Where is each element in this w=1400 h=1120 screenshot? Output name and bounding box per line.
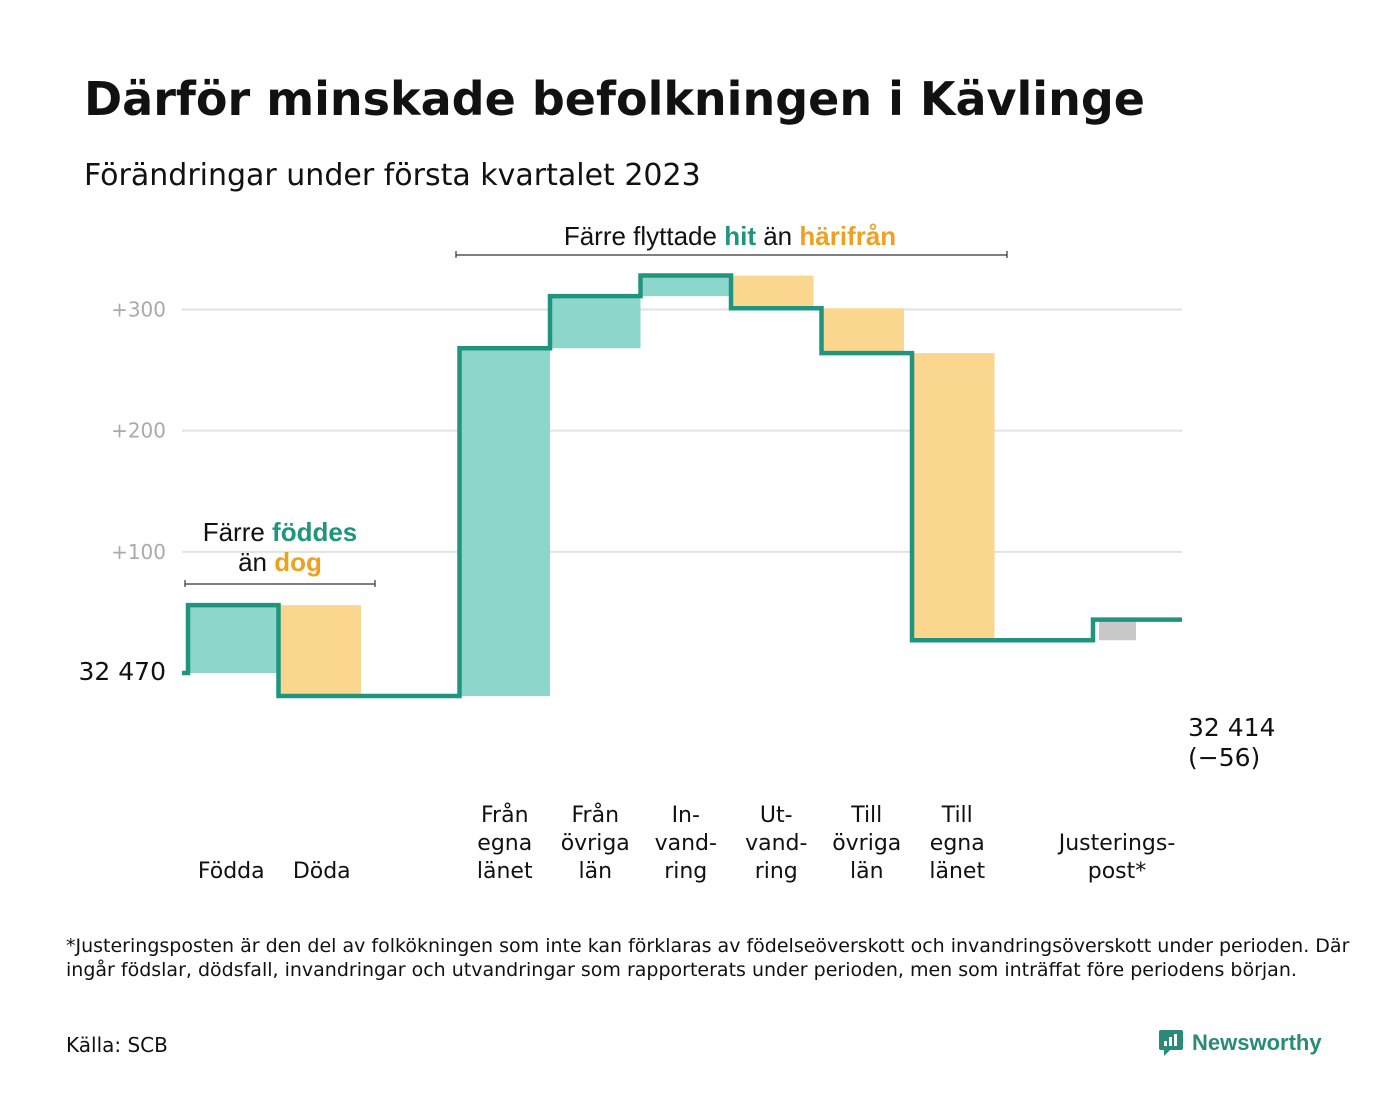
category-label: län xyxy=(578,859,612,884)
category-label: egna xyxy=(930,831,985,856)
category-label: vand- xyxy=(745,831,807,856)
bar-9 xyxy=(1099,619,1136,641)
y-tick-label: +200 xyxy=(111,419,166,443)
category-label: Till xyxy=(941,803,973,828)
source-label: Källa: SCB xyxy=(66,1033,168,1057)
category-labels: Födda Döda Från egna länet Från övriga län In-va… xyxy=(198,802,1175,884)
change-value-label: (−56) xyxy=(1188,743,1260,772)
chart-subtitle: Förändringar under första kvartalet 2023 xyxy=(84,158,701,193)
category-label: Från xyxy=(571,802,619,828)
y-tick-label: +300 xyxy=(111,297,166,321)
category-label: Från xyxy=(481,802,529,828)
y-tick-label: +100 xyxy=(111,540,166,564)
natural-highlight-born: föddes xyxy=(272,517,357,547)
end-value-label: 32 414 xyxy=(1188,713,1275,742)
brand-name: Newsworthy xyxy=(1192,1030,1322,1055)
footnote: *Justeringsposten är den del av folkökni… xyxy=(66,935,1350,981)
natural-highlight-died: dog xyxy=(274,547,322,577)
natural-text-2: än xyxy=(238,547,274,577)
migration-text-2: än xyxy=(756,221,799,251)
bar-2 xyxy=(278,605,361,697)
gridlines xyxy=(182,308,1182,553)
category-label: ring xyxy=(755,859,798,884)
migration-bracket xyxy=(455,251,1008,258)
migration-annotation-text: Färre flyttade hit än härifrån xyxy=(564,221,896,251)
y-tick-labels: +100 +200 +300 xyxy=(111,297,166,563)
category-label: post* xyxy=(1088,859,1147,884)
category-label: länet xyxy=(929,859,985,884)
category-label: In- xyxy=(672,803,700,828)
migration-text-1: Färre flyttade xyxy=(564,221,724,251)
cumulative-step-line xyxy=(182,273,1182,699)
bars xyxy=(188,275,1136,697)
chart-title: Därför minskade befolkningen i Kävlinge xyxy=(84,72,1145,126)
bar-4 xyxy=(550,296,641,349)
bar-1 xyxy=(188,605,279,673)
waterfall-chart: +100 +200 +300 Födda Döda Från egna länet Från ö… xyxy=(79,221,1276,884)
category-label: ring xyxy=(664,859,707,884)
natural-text-1: Färre xyxy=(203,517,272,547)
category-label: Ut- xyxy=(760,803,793,828)
natural-annotation-line-1: Färre föddes xyxy=(203,517,358,547)
natural-bracket xyxy=(184,580,376,587)
category-label: län xyxy=(850,859,884,884)
bar-8 xyxy=(912,353,995,641)
start-value-label: 32 470 xyxy=(79,657,166,686)
migration-annotation: Färre flyttade hit än härifrån xyxy=(455,221,1008,258)
brand-logo: Newsworthy xyxy=(1158,1028,1322,1058)
bar-7 xyxy=(821,308,904,354)
category-label: Till xyxy=(850,803,882,828)
migration-highlight-in: hit xyxy=(724,221,756,251)
bar-3 xyxy=(459,348,550,697)
bar-6 xyxy=(731,275,814,309)
category-label: egna xyxy=(477,831,532,856)
category-label: övriga xyxy=(561,831,630,856)
newsworthy-logo-icon xyxy=(1159,1030,1183,1056)
natural-annotation: Färre föddes än dog xyxy=(184,517,376,587)
category-label: övriga xyxy=(832,831,901,856)
migration-highlight-out: härifrån xyxy=(799,221,896,251)
natural-annotation-line-2: än dog xyxy=(238,547,322,577)
category-label: Justerings- xyxy=(1057,831,1176,856)
category-label: Födda xyxy=(198,859,265,884)
category-label: vand- xyxy=(655,831,717,856)
category-label: länet xyxy=(477,859,533,884)
bar-5 xyxy=(640,275,731,297)
category-label: Döda xyxy=(293,859,351,884)
